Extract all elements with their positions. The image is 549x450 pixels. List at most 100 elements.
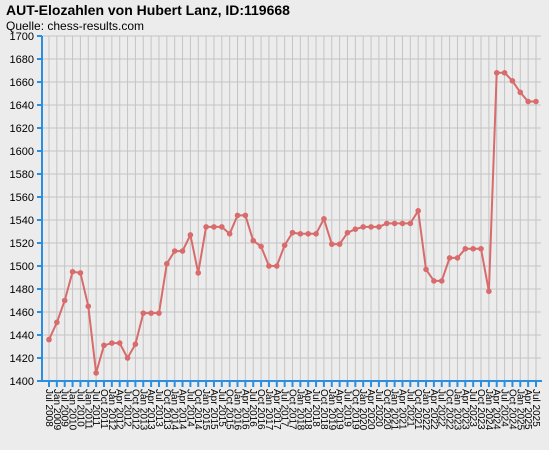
x-tick-label: Oct 2020: [381, 389, 392, 430]
x-tick-label: Jul 2017: [279, 389, 290, 427]
chart-subtitle: Quelle: chess-results.com: [6, 19, 145, 33]
x-tick-label: Apr 2024: [491, 389, 502, 430]
x-tick-label: Apr 2020: [365, 389, 376, 430]
x-tick-label: Jul 2020: [373, 389, 384, 427]
x-tick-label: Jul 2025: [530, 389, 541, 427]
x-tick-label: Apr 2014: [177, 389, 188, 430]
y-tick-label: 1480: [10, 284, 34, 296]
y-axis-ticks: 1400 1420 1440 1460 1480 1500 1520 1540 1560 1580…: [10, 31, 42, 388]
data-point: [305, 231, 312, 237]
data-point: [109, 340, 115, 346]
data-point: [383, 220, 390, 227]
data-point: [462, 245, 469, 252]
data-point: [148, 310, 154, 316]
elo-series: [46, 70, 539, 376]
data-point: [486, 288, 492, 295]
data-point: [525, 98, 531, 105]
data-point: [234, 212, 241, 219]
chart-title: AUT-Elozahlen von Hubert Lanz, ID:119668: [6, 2, 290, 18]
data-point: [360, 224, 366, 230]
data-point: [407, 220, 414, 227]
x-tick-label: Oct 2013: [161, 389, 172, 430]
x-tick-label: Jul 2008: [43, 389, 54, 427]
data-point: [140, 310, 147, 316]
data-point: [258, 243, 264, 250]
data-point: [423, 266, 429, 273]
data-point: [61, 297, 68, 304]
data-point: [438, 278, 445, 284]
x-tick-label: Jul 2014: [184, 389, 195, 427]
data-point: [493, 70, 500, 76]
data-point: [368, 224, 374, 230]
x-tick-label: Oct 2012: [129, 389, 140, 430]
data-point: [328, 241, 335, 247]
y-tick-label: 1600: [10, 146, 34, 158]
x-tick-label: Jul 2023: [467, 389, 478, 427]
data-point: [195, 270, 202, 276]
x-tick-label: Jul 2019: [341, 389, 352, 427]
x-tick-label: Apr 2012: [114, 389, 125, 430]
x-tick-label: Oct 2014: [192, 389, 203, 430]
x-tick-label: Apr 2023: [459, 389, 470, 430]
x-tick-label: Oct 2015: [224, 389, 235, 430]
x-tick-label: Jan 2015: [200, 389, 211, 431]
data-point: [399, 220, 406, 227]
x-tick-label: Jul 2016: [247, 389, 258, 427]
data-point: [77, 270, 84, 276]
data-point: [336, 241, 343, 247]
y-tick-label: 1400: [10, 376, 34, 388]
x-tick-label: Jul 2013: [153, 389, 164, 427]
y-tick-label: 1460: [10, 307, 34, 319]
data-point: [101, 342, 107, 349]
x-tick-label: Jan 2023: [451, 389, 462, 431]
x-tick-label: Jan 2016: [232, 389, 243, 431]
data-point: [533, 98, 539, 105]
x-tick-label: Jul 2021: [404, 389, 415, 427]
data-point: [69, 268, 76, 275]
data-point: [344, 229, 351, 236]
data-point: [478, 245, 484, 252]
data-point: [297, 231, 304, 237]
y-tick-label: 1700: [10, 31, 34, 43]
x-tick-label: Apr 2016: [239, 389, 250, 430]
y-tick-label: 1560: [10, 192, 34, 204]
x-tick-label: Jan 2014: [169, 389, 180, 431]
plot-area: [42, 36, 541, 381]
x-tick-label: Oct 2023: [475, 389, 486, 430]
x-tick-label: Apr 2021: [396, 389, 407, 430]
data-point: [517, 89, 524, 96]
x-tick-label: Apr 2013: [145, 389, 156, 430]
x-tick-label: Jul 2012: [122, 389, 133, 427]
data-point: [431, 278, 437, 284]
y-tick-label: 1580: [10, 169, 34, 181]
y-tick-label: 1540: [10, 215, 34, 227]
data-point: [250, 237, 257, 244]
data-point: [171, 248, 178, 254]
x-tick-label: Jan 2009: [51, 389, 62, 431]
x-tick-label: Jul 2024: [499, 389, 510, 427]
data-point: [501, 70, 508, 76]
data-point: [289, 229, 296, 236]
x-tick-label: Jul 2010: [74, 389, 85, 427]
data-point: [116, 340, 123, 346]
data-point: [273, 263, 280, 269]
data-point: [470, 245, 476, 252]
x-tick-label: Jul 2015: [216, 389, 227, 427]
y-tick-label: 1500: [10, 261, 34, 273]
y-tick-label: 1520: [10, 238, 34, 250]
x-tick-label: Jul 2011: [90, 389, 101, 427]
x-tick-label: Oct 2021: [412, 389, 423, 430]
x-tick-label: Apr 2015: [208, 389, 219, 430]
x-tick-label: Apr 2019: [334, 389, 345, 430]
x-tick-label: Oct 2017: [287, 389, 298, 430]
x-tick-label: Jan 2019: [326, 389, 337, 431]
x-tick-label: Jan 2021: [389, 389, 400, 431]
data-point: [124, 355, 131, 361]
x-tick-label: Oct 2016: [255, 389, 266, 430]
x-tick-label: Oct 2022: [444, 389, 455, 430]
x-tick-label: Apr 2025: [522, 389, 533, 430]
x-tick-label: Jul 2009: [59, 389, 70, 427]
y-tick-label: 1440: [10, 330, 34, 342]
data-point: [226, 231, 233, 237]
x-tick-label: Jan 2024: [483, 389, 494, 431]
